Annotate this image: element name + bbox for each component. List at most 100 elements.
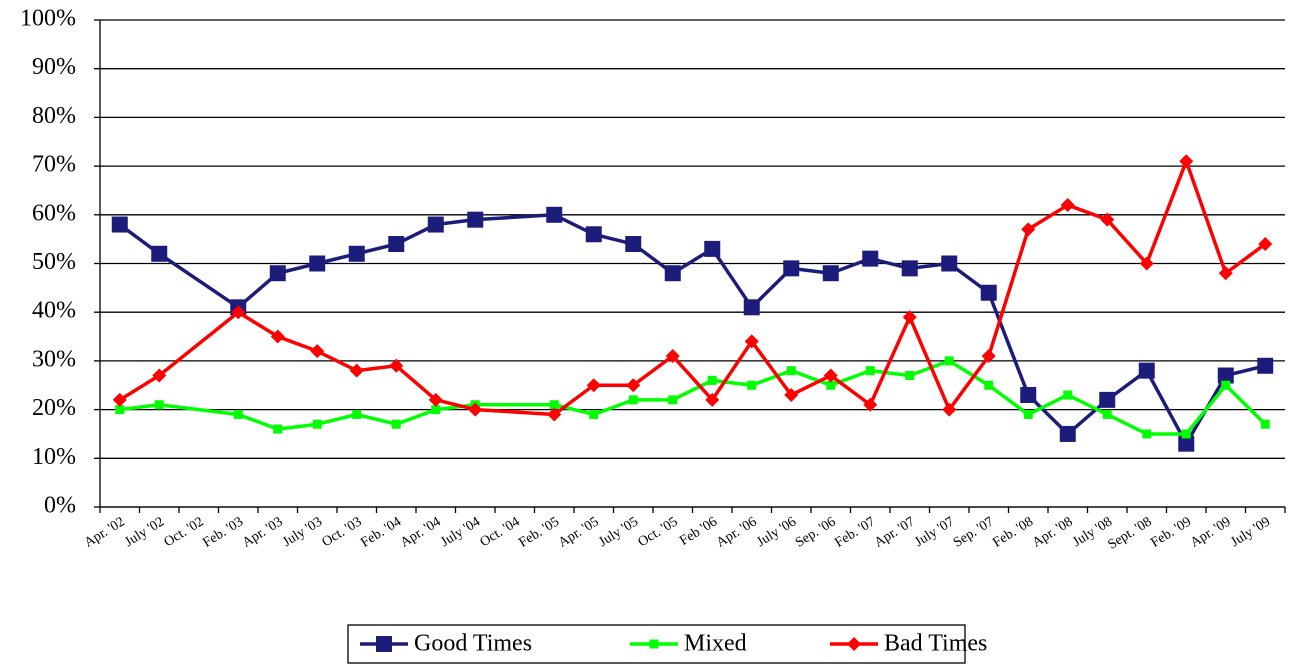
marker (862, 250, 879, 267)
marker (941, 255, 958, 272)
marker (233, 409, 243, 419)
series-line (1067, 203, 1108, 222)
marker (823, 368, 838, 383)
series-line (632, 354, 674, 387)
marker (822, 265, 839, 282)
series-line (553, 383, 595, 416)
y-tick-label: 50% (32, 249, 76, 275)
marker (111, 216, 128, 233)
marker (704, 240, 721, 257)
marker (863, 397, 878, 412)
marker (427, 216, 444, 233)
marker (547, 407, 562, 422)
x-tick-label: Oct. '03 (320, 514, 365, 550)
marker (944, 356, 954, 366)
y-tick-label: 10% (32, 444, 76, 470)
series-line (712, 378, 752, 387)
marker (546, 206, 563, 223)
marker (625, 236, 642, 253)
x-tick-label: Apr. '05 (556, 514, 602, 550)
series-line (710, 340, 754, 401)
marker (1221, 380, 1231, 390)
series-line (435, 402, 476, 412)
marker (865, 366, 875, 376)
marker (826, 380, 836, 390)
series-line (830, 368, 871, 387)
x-tick-label: Feb '06 (677, 514, 720, 548)
marker (981, 349, 996, 364)
series-line (948, 359, 990, 387)
marker (980, 284, 997, 301)
x-tick-label: Apr. '09 (1188, 514, 1234, 550)
marker (747, 380, 757, 390)
x-tick-label: Feb. '05 (516, 514, 562, 550)
marker (705, 392, 720, 407)
series-line (908, 316, 951, 411)
x-tick-label: Feb. '09 (1148, 514, 1194, 550)
marker (1218, 266, 1233, 281)
x-tick-label: Apr. '04 (398, 514, 444, 550)
series-line (1106, 412, 1148, 436)
marker (270, 329, 285, 344)
y-tick-label: 0% (44, 493, 76, 519)
marker (549, 400, 559, 410)
legend-label: Good Times (414, 631, 532, 657)
x-tick-label: Oct. '05 (636, 514, 681, 550)
series-line (1066, 393, 1109, 417)
marker (586, 378, 601, 393)
marker (388, 236, 405, 253)
x-tick-label: Oct. '04 (478, 514, 523, 550)
legend-label: Mixed (684, 631, 747, 657)
x-tick-label: July '04 (438, 514, 483, 550)
marker (151, 245, 168, 262)
x-tick-label: July '03 (280, 514, 325, 550)
marker (1260, 419, 1270, 429)
x-tick-label: Apr. '07 (872, 514, 918, 550)
marker (309, 255, 326, 272)
marker (467, 211, 484, 228)
series-line (475, 213, 555, 222)
marker (231, 305, 246, 320)
marker (310, 344, 325, 359)
marker (628, 395, 638, 405)
marker (707, 375, 717, 385)
series-line (987, 383, 1030, 416)
x-tick-label: July '06 (754, 514, 799, 550)
series-line (710, 247, 754, 309)
series-line (671, 354, 714, 402)
marker (1258, 237, 1273, 252)
marker (626, 378, 641, 393)
series-line (868, 316, 912, 406)
marker (269, 265, 286, 282)
marker (665, 349, 680, 364)
marker (1181, 429, 1191, 439)
marker (112, 392, 127, 407)
series-line (1184, 160, 1228, 274)
marker (1138, 362, 1155, 379)
x-tick-label: July '02 (122, 514, 167, 550)
marker (152, 368, 167, 383)
marker (431, 405, 441, 415)
x-tick-label: Apr. '06 (714, 514, 760, 550)
series-line (1027, 393, 1069, 417)
x-tick-label: Oct. '02 (162, 514, 207, 550)
marker (649, 639, 659, 649)
marker (352, 409, 362, 419)
marker (743, 299, 760, 316)
x-tick-label: Apr. '02 (82, 514, 128, 550)
marker (901, 260, 918, 277)
marker (1217, 367, 1234, 384)
marker (1021, 222, 1036, 237)
series-line (1224, 384, 1267, 426)
series-line (829, 374, 872, 407)
x-tick-label: Sep. '07 (951, 514, 997, 550)
series-line (277, 422, 318, 431)
series-line (671, 378, 714, 402)
series-line (593, 398, 634, 417)
series-line (1027, 203, 1069, 231)
series-line (435, 398, 476, 412)
y-tick-label: 100% (20, 6, 76, 32)
series-line (158, 252, 240, 309)
series-line (316, 412, 358, 426)
x-tick-label: Sep. '06 (793, 514, 839, 550)
